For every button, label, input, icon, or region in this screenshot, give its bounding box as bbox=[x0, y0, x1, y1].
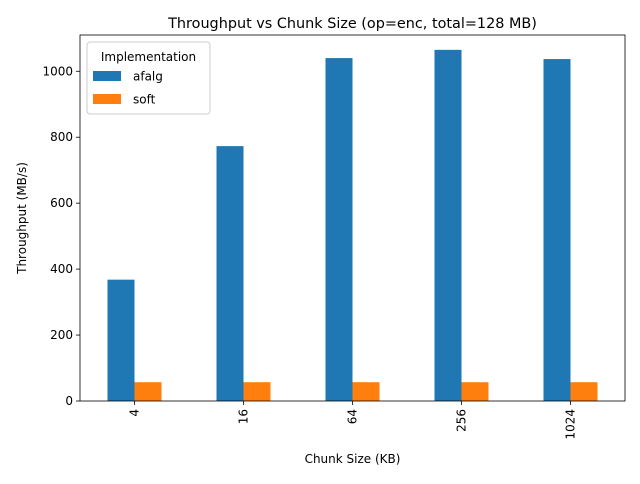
x-tick-label: 16 bbox=[237, 409, 251, 424]
bar-afalg-1024 bbox=[543, 59, 571, 401]
x-tick-label: 64 bbox=[346, 409, 360, 424]
legend-swatch-soft bbox=[93, 94, 121, 104]
bar-afalg-4 bbox=[107, 279, 135, 401]
bar-soft-4 bbox=[134, 382, 162, 401]
x-axis-label: Chunk Size (KB) bbox=[305, 452, 401, 466]
x-tick-label: 4 bbox=[128, 409, 142, 417]
bar-soft-256 bbox=[461, 382, 489, 401]
legend-label-soft: soft bbox=[133, 93, 156, 107]
chart-title: Throughput vs Chunk Size (op=enc, total=… bbox=[167, 16, 537, 32]
bar-soft-16 bbox=[243, 382, 271, 401]
bar-afalg-256 bbox=[434, 49, 462, 402]
y-tick-label: 400 bbox=[50, 262, 73, 276]
plot-frame bbox=[79, 34, 626, 402]
legend-swatch-afalg bbox=[93, 71, 121, 81]
y-axis-label: Throughput (MB/s) bbox=[15, 162, 29, 275]
bar-soft-1024 bbox=[570, 382, 598, 401]
legend-title: Implementation bbox=[101, 50, 196, 64]
x-tick-label: 256 bbox=[455, 409, 469, 432]
legend: Implementation afalg soft bbox=[86, 41, 211, 115]
bar-soft-64 bbox=[352, 382, 380, 401]
y-tick-label: 200 bbox=[50, 328, 73, 342]
bar-afalg-16 bbox=[216, 146, 244, 401]
bar-afalg-64 bbox=[325, 58, 353, 401]
x-tick-label: 1024 bbox=[564, 409, 578, 440]
y-axis: 0 200 400 600 800 1000 bbox=[42, 64, 80, 408]
legend-label-afalg: afalg bbox=[133, 70, 163, 84]
y-tick-label: 1000 bbox=[42, 64, 73, 78]
bars-group bbox=[107, 49, 598, 402]
y-tick-label: 600 bbox=[50, 196, 73, 210]
y-tick-label: 0 bbox=[65, 394, 73, 408]
x-axis: 4 16 64 256 1024 bbox=[128, 401, 578, 440]
y-tick-label: 800 bbox=[50, 130, 73, 144]
